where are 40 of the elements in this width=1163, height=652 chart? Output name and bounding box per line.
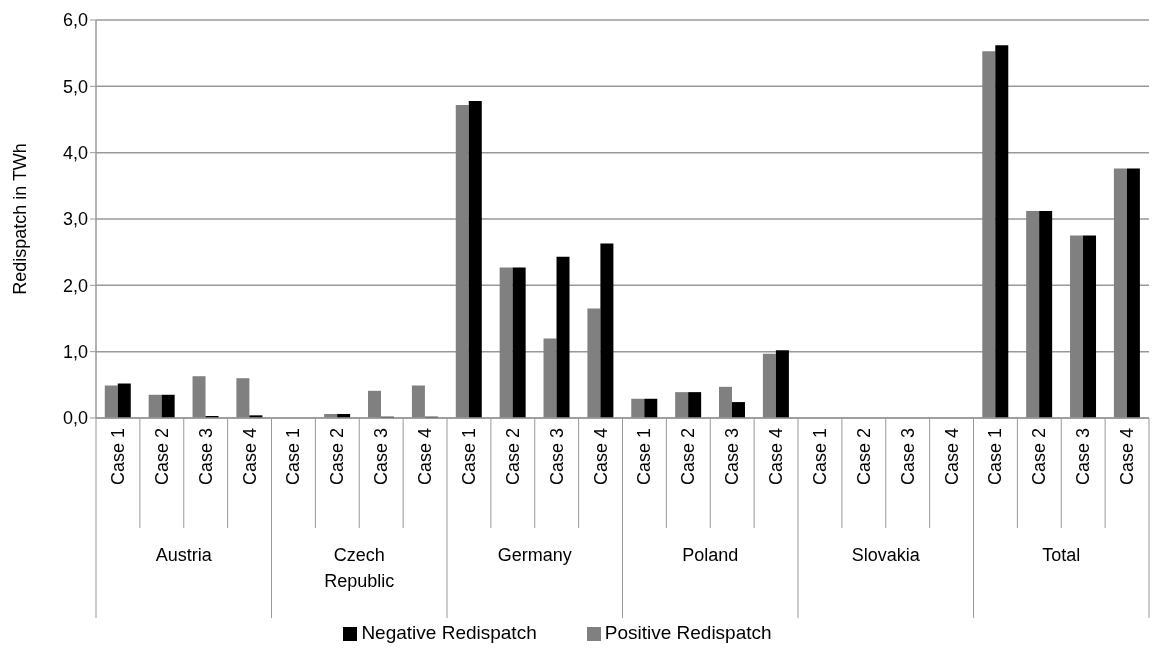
x-tick-label: Case 3: [722, 428, 743, 486]
x-tick-label: Case 2: [853, 428, 874, 486]
x-tick-label: Case 2: [1029, 428, 1050, 486]
x-tick-label: Case 3: [195, 428, 216, 486]
legend-label: Negative Redispatch: [361, 622, 537, 643]
x-tick-label: Case 4: [239, 428, 260, 486]
x-tick-label: Case 3: [546, 428, 567, 486]
x-tick-label: Case 1: [634, 428, 655, 486]
y-tick-label: 4,0: [62, 143, 88, 164]
y-tick-label: 6,0: [62, 10, 88, 31]
x-tick-label: Case 2: [327, 428, 348, 486]
text: Czech Republic: [323, 544, 396, 593]
x-tick-label: Case 4: [766, 428, 787, 486]
text: Total: [1041, 544, 1082, 567]
text: Slovakia: [850, 544, 921, 567]
y-tick-label: 3,0: [62, 209, 88, 230]
x-tick-label: Case 4: [941, 428, 962, 486]
x-tick-label: Case 4: [1117, 428, 1138, 486]
y-axis-title: Redispatch in TWh: [10, 143, 31, 295]
x-tick-label: Case 1: [283, 428, 304, 486]
y-tick-label: 1,0: [62, 342, 88, 363]
x-tick-label: Case 1: [107, 428, 128, 486]
x-tick-label: Case 2: [678, 428, 699, 486]
y-tick-label: 5,0: [62, 76, 88, 97]
x-tick-label: Case 1: [985, 428, 1006, 486]
text: Poland: [681, 544, 740, 567]
x-tick-label: Case 2: [151, 428, 172, 486]
y-tick-label: 2,0: [62, 275, 88, 296]
text: Austria: [154, 544, 213, 567]
x-tick-label: Case 3: [1073, 428, 1094, 486]
x-tick-label: Case 1: [458, 428, 479, 486]
x-tick-label: Case 4: [415, 428, 436, 486]
x-tick-label: Case 3: [897, 428, 918, 486]
legend-label: Positive Redispatch: [604, 622, 772, 643]
x-tick-label: Case 1: [809, 428, 830, 486]
x-tick-label: Case 3: [371, 428, 392, 486]
x-tick-label: Case 4: [590, 428, 611, 486]
text: Germany: [496, 544, 573, 567]
x-tick-label: Case 2: [502, 428, 523, 486]
y-tick-label: 0,0: [62, 408, 88, 429]
